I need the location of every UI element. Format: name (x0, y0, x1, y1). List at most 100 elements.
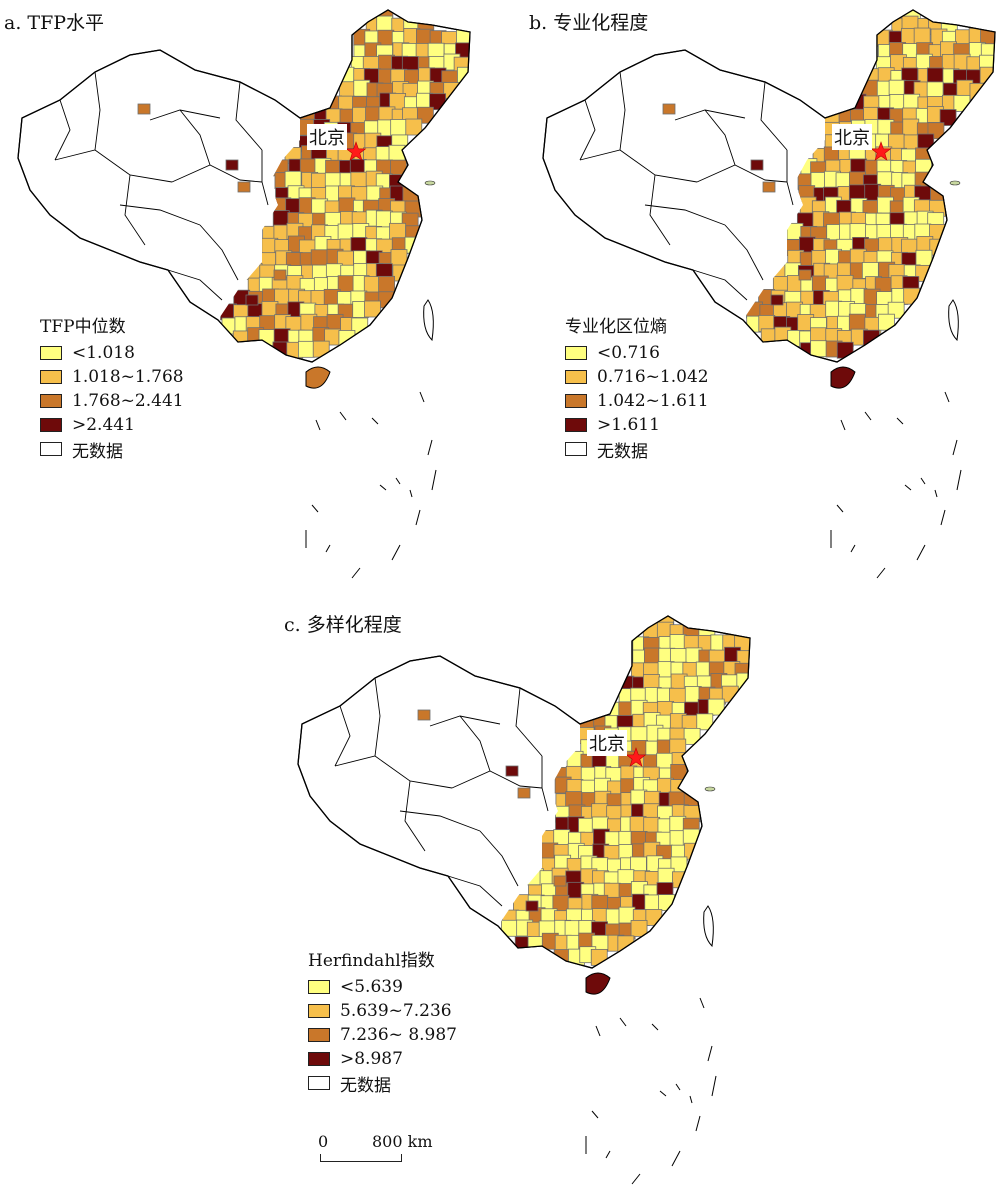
sea-boundary-mark (311, 504, 319, 513)
prefecture-region (915, 249, 933, 267)
legend-swatch (308, 1004, 330, 1018)
prefecture-region (770, 294, 784, 306)
legend: 专业化区位熵 <0.716 0.716~1.042 1.042~1.611 >1… (565, 312, 709, 462)
province-border (334, 755, 453, 789)
sea-boundary-mark (427, 439, 433, 456)
prefecture-region (337, 66, 355, 84)
taiwan-island (948, 299, 959, 342)
prefecture-region (517, 787, 531, 799)
legend-item: <0.716 (565, 341, 709, 365)
prefecture-cells (220, 10, 470, 359)
sea-island (949, 180, 961, 186)
legend-swatch (40, 442, 62, 456)
sea-boundary-mark (916, 544, 926, 561)
province-border (704, 109, 736, 166)
country-border (297, 615, 751, 969)
prefecture-region (672, 871, 689, 889)
prefecture-region (939, 109, 957, 126)
capital-label: 北京 (307, 124, 347, 150)
legend-swatch (565, 346, 587, 360)
sea-boundary-mark (391, 544, 401, 561)
legend-label: 无数据 (340, 1075, 391, 1096)
sea-boundary-mark (605, 1150, 611, 1159)
prefecture-region (376, 15, 394, 33)
prefecture-region (378, 275, 396, 293)
legend-label: 1.768~2.441 (72, 391, 184, 411)
scale-end-label: 800 km (372, 1132, 433, 1151)
prefecture-region (364, 300, 381, 318)
legend-swatch (565, 394, 587, 408)
prefecture-region (662, 103, 676, 115)
prefecture-region (696, 713, 714, 731)
legend-label: 1.042~1.611 (597, 391, 709, 411)
prefecture-region (390, 119, 408, 136)
province-border (54, 99, 71, 161)
legend-item: 1.018~1.768 (40, 365, 184, 389)
legend-title: Herfindahl指数 (308, 951, 435, 971)
capital-label: 北京 (587, 730, 627, 756)
sea-boundary-mark (695, 1115, 701, 1132)
prefecture-region (953, 94, 971, 112)
prefecture-region (501, 919, 518, 937)
sea-boundary-mark (864, 411, 872, 421)
legend-item: <1.018 (40, 341, 184, 365)
prefecture-region (245, 294, 259, 306)
sea-boundary-mark (315, 419, 321, 431)
province-border (124, 174, 146, 246)
prefecture-region (902, 118, 920, 136)
prefecture-cells (746, 10, 995, 360)
hainan-island (585, 972, 611, 995)
country-border (542, 9, 996, 363)
province-border (674, 109, 746, 121)
legend-swatch (565, 418, 587, 432)
sea-boundary-mark (379, 484, 387, 491)
panel-title: a. TFP水平 (4, 12, 105, 34)
sea-boundary-mark (351, 567, 361, 579)
sea-boundary-mark (952, 439, 958, 456)
prefecture-region (363, 276, 381, 293)
prefecture-region (525, 900, 539, 912)
prefecture-region (310, 249, 328, 267)
prefecture-region (750, 159, 764, 171)
legend-item: >8.987 (308, 1047, 457, 1071)
legend: Herfindahl指数 <5.639 5.639~7.236 7.236~ 8… (308, 946, 457, 1096)
prefecture-region (137, 103, 151, 115)
prefecture-region (848, 313, 866, 331)
legend: TFP中位数 <1.018 1.018~1.768 1.768~2.441 >2… (40, 312, 184, 462)
prefecture-region (861, 262, 879, 279)
sea-boundary-mark (591, 1110, 599, 1119)
province-border (786, 150, 794, 206)
map-panel-b: b. 专业化程度 北京 专业化区位熵 <0.716 0.716~1.042 1.… (525, 0, 1000, 590)
legend-item: 0.716~1.042 (565, 365, 709, 389)
province-border (399, 810, 481, 832)
legend-item: 无数据 (40, 437, 184, 462)
legend-label: >8.987 (340, 1049, 403, 1069)
prefecture-region (553, 949, 571, 966)
sea-boundary-mark (415, 509, 421, 526)
legend-title: 专业化区位熵 (565, 317, 667, 337)
province-border (429, 715, 501, 727)
prefecture-region (683, 727, 701, 745)
sea-boundary-mark (940, 509, 946, 526)
prefecture-region (682, 828, 700, 846)
taiwan-island (703, 905, 714, 948)
province-border (760, 81, 788, 151)
sea-boundary-mark (904, 484, 912, 491)
capital-star-icon (870, 141, 892, 161)
sea-boundary-mark (707, 1045, 713, 1062)
legend-swatch (40, 370, 62, 384)
province-border (479, 830, 519, 887)
province-border (167, 269, 223, 301)
sea-boundary-mark (699, 997, 705, 1009)
legend-swatch (40, 346, 62, 360)
legend-swatch (308, 980, 330, 994)
capital-star-icon (625, 747, 647, 767)
sea-boundary-mark (840, 419, 846, 431)
sea-island (424, 180, 436, 186)
province-border (619, 71, 626, 151)
legend-item: >1.611 (565, 413, 709, 437)
prefecture-region (417, 709, 431, 721)
legend-item: 无数据 (565, 437, 709, 462)
sea-boundary-mark (631, 1173, 641, 1185)
province-border (199, 224, 239, 281)
